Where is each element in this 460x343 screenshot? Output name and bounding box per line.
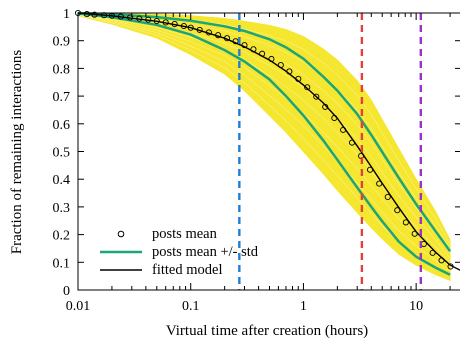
- axes-layer: 0 0.1 0.2 0.3 0.4 0.5 0.6 0.7 0.8 0.9 1 0.01 0.1 1 10: [53, 7, 460, 314]
- posts-mean-point: [313, 93, 320, 100]
- posts-mean-point: [304, 84, 311, 91]
- posts-mean-point: [241, 42, 248, 49]
- legend-label-1: posts mean: [152, 226, 218, 242]
- posts-mean-point: [153, 17, 160, 25]
- y-tick-label: 0.7: [53, 90, 71, 105]
- x-tick-label: 1: [300, 299, 307, 314]
- posts-mean-point: [162, 19, 169, 26]
- legend-posts-mean-swatch: [117, 230, 125, 238]
- posts-mean-point: [376, 180, 383, 187]
- y-tick-label: 0.2: [53, 229, 71, 244]
- posts-mean-point: [196, 26, 203, 33]
- posts-mean-point: [223, 35, 231, 42]
- posts-mean-point: [145, 16, 152, 23]
- posts-mean-point: [277, 62, 284, 69]
- posts-mean-point: [215, 32, 222, 39]
- posts-mean-point: [171, 21, 178, 28]
- y-tick-label: 0.4: [53, 173, 71, 188]
- posts-mean-point: [402, 219, 409, 226]
- y-axis-label: Fraction of remaining interactions: [9, 50, 25, 255]
- posts-mean-point: [331, 114, 338, 122]
- posts-mean-point: [384, 193, 391, 200]
- posts-mean-point: [295, 75, 302, 82]
- posts-mean-point: [438, 257, 445, 264]
- posts-mean-point: [187, 24, 194, 31]
- band-wisp-line: [77, 13, 451, 254]
- posts-mean-point: [83, 11, 90, 18]
- y-tick-label: 0.9: [53, 35, 71, 50]
- y-tick-label: 1: [63, 7, 70, 22]
- posts-mean-point: [205, 29, 212, 36]
- posts-mean-point: [286, 68, 293, 75]
- posts-mean-point: [268, 55, 275, 63]
- posts-mean-point: [394, 207, 401, 214]
- band-wisp-line: [77, 14, 451, 272]
- std-lines-layer: [77, 11, 452, 276]
- posts-mean-point: [429, 249, 436, 256]
- posts-mean-point: [348, 139, 356, 146]
- x-axis-label: Virtual time after creation (hours): [166, 323, 368, 339]
- posts-mean-point: [322, 103, 329, 110]
- y-tick-label: 0: [63, 284, 70, 299]
- x-tick-label: 0.01: [66, 299, 91, 314]
- y-tick-label: 0.5: [53, 146, 71, 161]
- std-lower-line: [77, 12, 451, 276]
- posts-mean-point: [340, 126, 347, 133]
- std-upper-line: [77, 11, 452, 252]
- x-tick-label: 10: [409, 299, 423, 314]
- legend-label-2: posts mean +/- std: [152, 244, 259, 260]
- posts-mean-point: [259, 50, 266, 57]
- y-tick-label: 0.3: [53, 201, 71, 216]
- legend: posts mean posts mean +/- std fitted model: [100, 226, 259, 278]
- legend-label-3: fitted model: [152, 262, 222, 278]
- posts-mean-point: [117, 13, 124, 20]
- posts-mean-point: [447, 263, 454, 270]
- y-tick-label: 0.8: [53, 62, 71, 77]
- posts-mean-point: [366, 166, 374, 173]
- posts-mean-point: [136, 15, 143, 22]
- y-tick-label: 0.6: [53, 118, 71, 133]
- posts-mean-point: [91, 11, 98, 18]
- vertical-lines-layer: [238, 13, 423, 290]
- posts-mean-point: [411, 230, 418, 237]
- x-tick-label: 0.1: [182, 299, 200, 314]
- y-tick-label: 0.1: [53, 256, 71, 271]
- band-wisp-line: [77, 14, 451, 268]
- posts-mean-point: [250, 46, 257, 53]
- posts-mean-point: [127, 14, 134, 21]
- yellow-band-layer: [77, 12, 451, 282]
- posts-mean-point: [180, 22, 187, 30]
